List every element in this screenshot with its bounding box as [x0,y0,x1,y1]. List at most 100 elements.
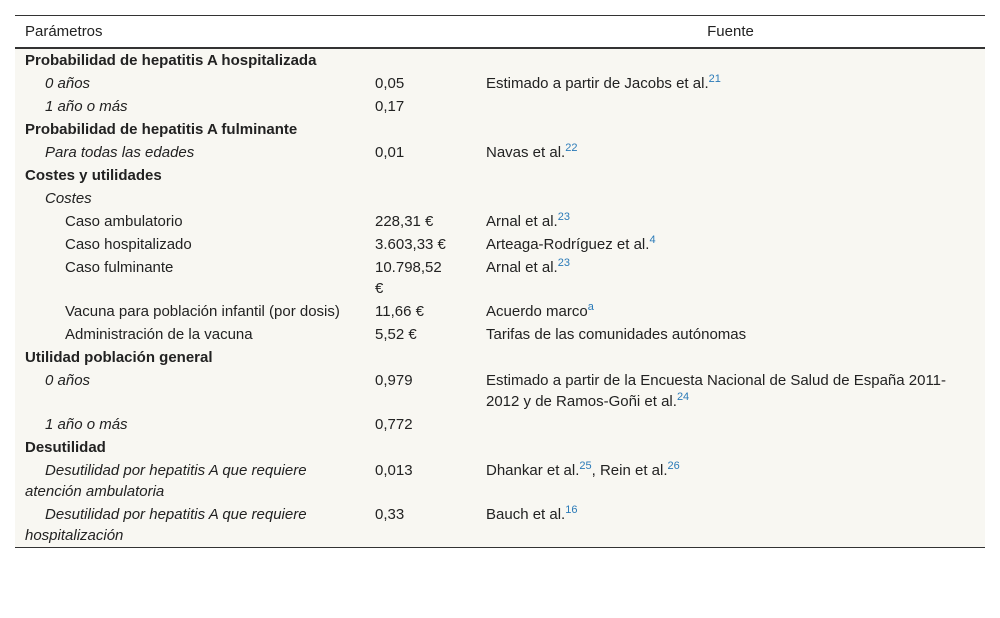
row-source: Acuerdo marcoa [476,300,985,323]
row: Administración de la vacuna 5,52 € Tarifas… [15,323,985,346]
row: Costes y utilidades [15,164,985,187]
row-source [476,436,985,459]
row-label: 0 años [45,75,91,92]
row-value: 0,772 [365,413,476,436]
row-source: Estimado a partir de Jacobs et al.21 [476,72,985,95]
row: Probabilidad de hepatitis A fulminante [15,118,985,141]
value: 5,52 € [375,326,417,343]
row-label: Desutilidad por hepatitis A que requiere… [25,506,307,544]
value: 0,05 [375,75,405,92]
row-value: 0,979 [365,369,476,413]
row-value [365,118,476,141]
parameters-table: Parámetros Fuente Probabilidad de hepati… [15,15,985,548]
source-text: Navas et al. [486,144,566,161]
reference[interactable]: 23 [557,257,570,269]
row-value: 0,013 [365,459,476,503]
row-label: Caso fulminante [65,259,174,276]
source-text: Arnal et al. [486,213,558,230]
value: 10.798,52 € [375,259,442,297]
reference[interactable]: 26 [667,460,680,472]
header-value [365,15,476,48]
row: 1 año o más 0,772 [15,413,985,436]
row-label: Para todas las edades [45,144,195,161]
row-source [476,118,985,141]
table-body: Probabilidad de hepatitis A hospitalizad… [15,48,985,548]
source-text: Tarifas de las comunidades autónomas [486,326,747,343]
reference[interactable]: 22 [565,142,578,154]
row-value: 0,17 [365,95,476,118]
row-label: Desutilidad por hepatitis A que requiere… [25,462,307,500]
row-value: 0,33 [365,503,476,548]
row-value: 3.603,33 € [365,233,476,256]
row-value: 10.798,52 € [365,256,476,300]
row: Costes [15,187,985,210]
value: 0,979 [375,372,413,389]
row-value: 11,66 € [365,300,476,323]
value: 0,33 [375,506,405,523]
row-source [476,95,985,118]
row-value: 228,31 € [365,210,476,233]
value: 3.603,33 € [375,236,446,253]
row-label: Probabilidad de hepatitis A hospitalizad… [25,52,317,69]
header-param: Parámetros [15,15,365,48]
row-value: 5,52 € [365,323,476,346]
reference[interactable]: 24 [676,391,690,403]
row: 0 años 0,979 Estimado a partir de la Encue… [15,369,985,413]
value: 0,17 [375,98,405,115]
source-text: Arteaga-Rodríguez et al. [486,236,650,253]
row-source: Estimado a partir de la Encuesta Naciona… [476,369,985,413]
row: Vacuna para población infantil (por dosi… [15,300,985,323]
row-source [476,346,985,369]
row-label: 0 años [45,372,91,389]
row: 1 año o más 0,17 [15,95,985,118]
row-label: 1 año o más [45,98,128,115]
reference[interactable]: 16 [565,504,578,516]
row-source: Tarifas de las comunidades autónomas [476,323,985,346]
reference[interactable]: 4 [649,234,656,246]
row: Desutilidad por hepatitis A que requiere… [15,459,985,503]
row-label: Administración de la vacuna [65,326,253,343]
row-source [476,413,985,436]
row: 0 años 0,05 Estimado a partir de Jacobs et… [15,72,985,95]
row: Desutilidad [15,436,985,459]
row-label: Caso hospitalizado [65,236,192,253]
value: 11,66 € [375,303,424,320]
source-text: Bauch et al. [486,506,566,523]
row-value [365,436,476,459]
row-value [365,48,476,72]
source-text: Arnal et al. [486,259,558,276]
row-source: Navas et al.22 [476,141,985,164]
row: Para todas las edades 0,01 Navas et al.22 [15,141,985,164]
row-source: Dhankar et al.25, Rein et al.26 [476,459,985,503]
reference[interactable]: 25 [579,460,592,472]
row-source [476,48,985,72]
row: Utilidad población general [15,346,985,369]
row-label: 1 año o más [45,416,128,433]
source-text: , Rein et al. [591,462,668,479]
row-value [365,187,476,210]
row: Caso fulminante 10.798,52 € Arnal et al.23 [15,256,985,300]
row-source: Arnal et al.23 [476,210,985,233]
row-source [476,187,985,210]
row-label: Desutilidad [25,439,106,456]
row-label: Vacuna para población infantil (por dosi… [65,303,340,320]
reference[interactable]: a [587,301,594,313]
reference[interactable]: 21 [708,73,721,85]
row: Caso hospitalizado 3.603,33 € Arteaga-Rodr… [15,233,985,256]
source-text: Estimado a partir de Jacobs et al. [486,75,709,92]
row: Caso ambulatorio 228,31 € Arnal et al.23 [15,210,985,233]
row-value [365,164,476,187]
row-source: Arnal et al.23 [476,256,985,300]
row-value: 0,01 [365,141,476,164]
row-source: Bauch et al.16 [476,503,985,548]
row: Probabilidad de hepatitis A hospitalizad… [15,48,985,72]
value: 0,772 [375,416,413,433]
row-source [476,164,985,187]
value: 0,01 [375,144,405,161]
row-label: Probabilidad de hepatitis A fulminante [25,121,298,138]
reference[interactable]: 23 [557,211,570,223]
header-row: Parámetros Fuente [15,15,985,48]
source-text: Dhankar et al. [486,462,580,479]
row-label: Caso ambulatorio [65,213,183,230]
